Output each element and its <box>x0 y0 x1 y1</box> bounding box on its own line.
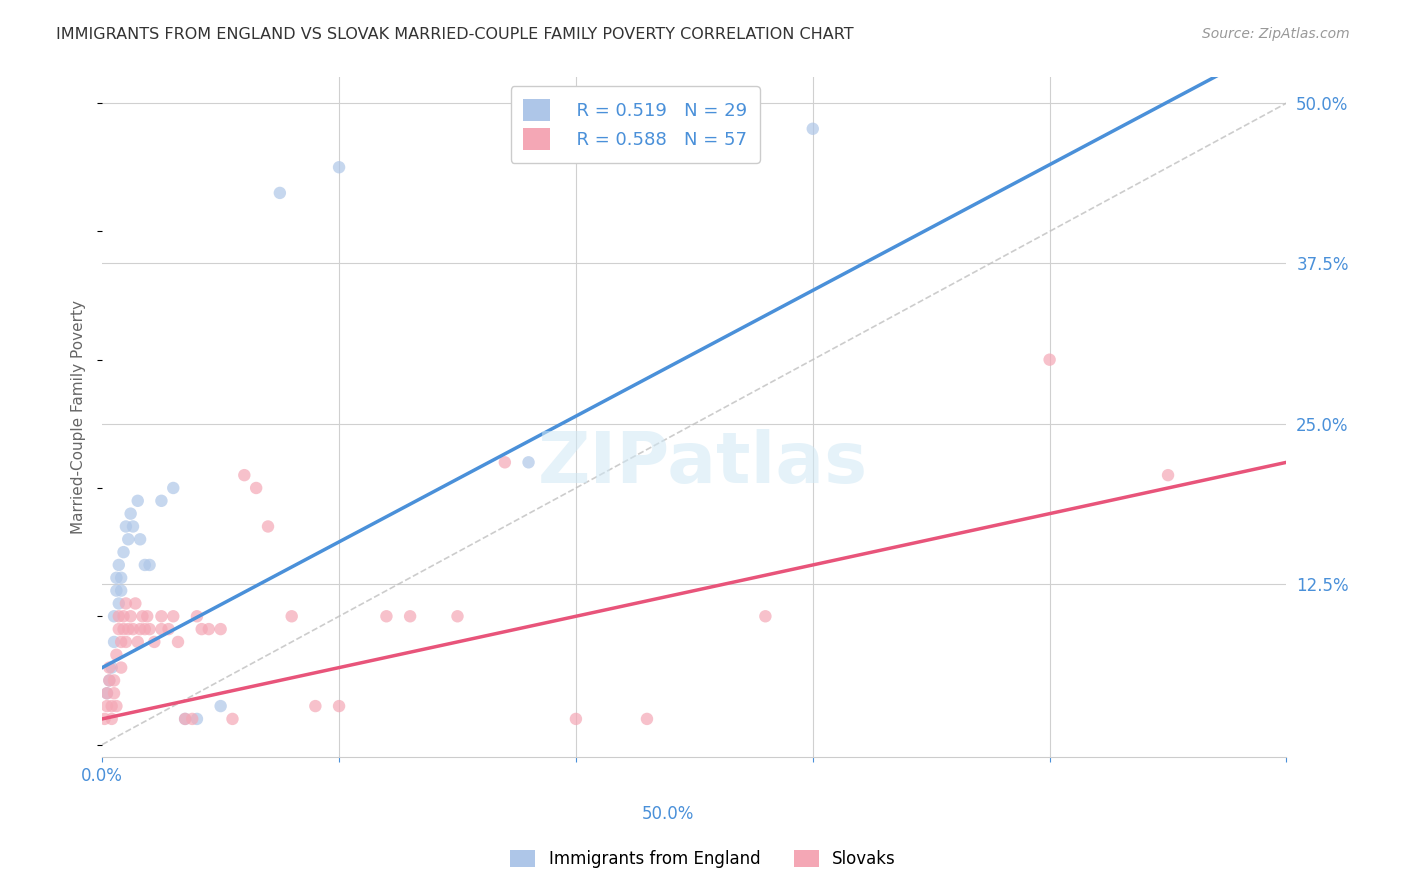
Point <box>517 455 540 469</box>
Point <box>1157 468 1180 483</box>
Point <box>100 660 122 674</box>
Point <box>124 597 146 611</box>
Point <box>233 468 256 483</box>
Point <box>93 712 115 726</box>
Point <box>122 519 145 533</box>
Point <box>129 622 152 636</box>
Point <box>280 609 302 624</box>
Point <box>494 455 516 469</box>
Text: Source: ZipAtlas.com: Source: ZipAtlas.com <box>1202 27 1350 41</box>
Point <box>636 712 658 726</box>
Point <box>115 519 138 533</box>
Text: IMMIGRANTS FROM ENGLAND VS SLOVAK MARRIED-COUPLE FAMILY POVERTY CORRELATION CHAR: IMMIGRANTS FROM ENGLAND VS SLOVAK MARRIE… <box>56 27 853 42</box>
Point <box>127 635 149 649</box>
Point <box>1039 352 1062 367</box>
Point <box>105 583 128 598</box>
Point <box>754 609 776 624</box>
Text: 50.0%: 50.0% <box>643 805 695 823</box>
Point <box>98 673 121 688</box>
Point <box>257 519 280 533</box>
Point <box>127 493 149 508</box>
Point <box>103 609 125 624</box>
Point <box>120 507 142 521</box>
Point <box>103 635 125 649</box>
Point <box>181 712 204 726</box>
Point <box>115 635 138 649</box>
Point <box>107 597 129 611</box>
Point <box>375 609 398 624</box>
Point <box>110 583 132 598</box>
Point <box>150 622 173 636</box>
Point <box>801 121 824 136</box>
Point <box>134 558 156 572</box>
Point <box>107 558 129 572</box>
Point <box>174 712 197 726</box>
Point <box>98 673 121 688</box>
Point <box>269 186 291 200</box>
Point <box>112 622 135 636</box>
Point <box>399 609 422 624</box>
Point <box>110 571 132 585</box>
Point <box>117 622 139 636</box>
Legend:   R = 0.519   N = 29,   R = 0.588   N = 57: R = 0.519 N = 29, R = 0.588 N = 57 <box>510 87 759 163</box>
Point <box>117 533 139 547</box>
Point <box>103 686 125 700</box>
Point <box>162 609 184 624</box>
Point <box>150 493 173 508</box>
Point <box>186 712 208 726</box>
Point <box>138 558 160 572</box>
Point <box>129 533 152 547</box>
Point <box>96 686 118 700</box>
Y-axis label: Married-Couple Family Poverty: Married-Couple Family Poverty <box>72 301 86 534</box>
Text: ZIPatlas: ZIPatlas <box>538 429 868 499</box>
Point <box>245 481 267 495</box>
Point <box>110 635 132 649</box>
Point <box>138 622 160 636</box>
Point <box>221 712 243 726</box>
Point <box>565 712 588 726</box>
Point <box>112 609 135 624</box>
Point <box>157 622 180 636</box>
Point <box>136 609 159 624</box>
Point <box>304 699 326 714</box>
Point <box>209 622 232 636</box>
Legend: Immigrants from England, Slovaks: Immigrants from England, Slovaks <box>503 843 903 875</box>
Point <box>131 609 153 624</box>
Point <box>115 597 138 611</box>
Point <box>328 160 350 174</box>
Point <box>143 635 166 649</box>
Point <box>328 699 350 714</box>
Point <box>122 622 145 636</box>
Point <box>96 699 118 714</box>
Point <box>100 699 122 714</box>
Point <box>209 699 232 714</box>
Point <box>150 609 173 624</box>
Point <box>190 622 212 636</box>
Point <box>446 609 468 624</box>
Point <box>167 635 190 649</box>
Point <box>100 712 122 726</box>
Point <box>105 648 128 662</box>
Point <box>110 660 132 674</box>
Point <box>120 609 142 624</box>
Point <box>162 481 184 495</box>
Point <box>105 571 128 585</box>
Point <box>174 712 197 726</box>
Point <box>134 622 156 636</box>
Point <box>186 609 208 624</box>
Point <box>98 660 121 674</box>
Point <box>96 686 118 700</box>
Point <box>105 699 128 714</box>
Point <box>112 545 135 559</box>
Point <box>103 673 125 688</box>
Point <box>107 622 129 636</box>
Point <box>198 622 221 636</box>
Point <box>107 609 129 624</box>
